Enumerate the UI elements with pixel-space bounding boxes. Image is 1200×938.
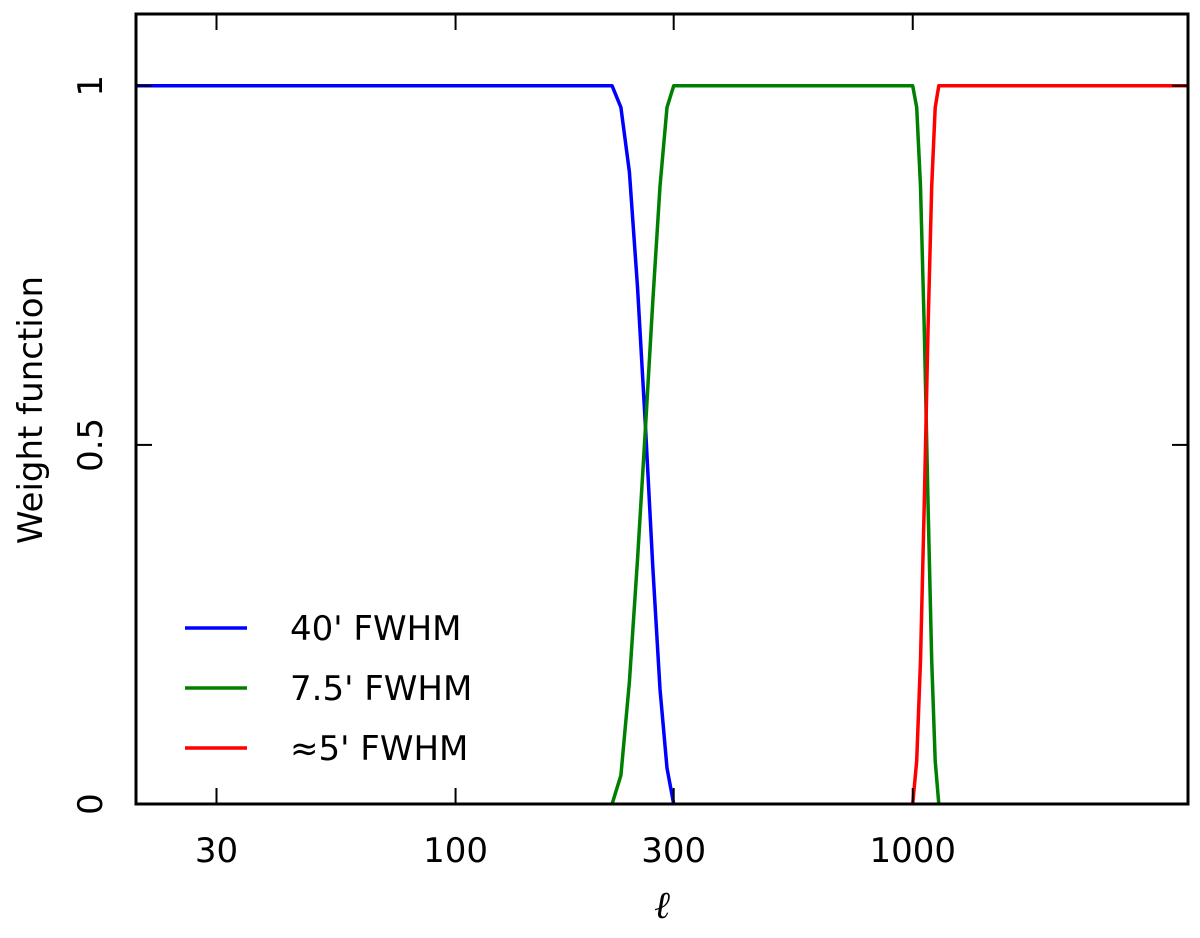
axes-layer: 30 100 300 1000 0 0.5 1 [71,12,1190,871]
legend: 40' FWHM 7.5' FWHM ≈5' FWHM [185,609,472,769]
legend-label-3: ≈5' FWHM [290,729,468,769]
plot-frame [134,12,1190,806]
x-tick-label: 30 [195,831,238,871]
y-tick-label: 1 [71,75,111,97]
series-line-1 [136,84,676,805]
series-layer [136,84,1188,805]
y-axis-label: Weight function [11,276,51,544]
series-line-3 [910,84,1188,805]
x-tick-label: 300 [641,831,706,871]
y-tick-label: 0.5 [71,418,111,472]
x-tick-label: 100 [423,831,488,871]
x-axis-label: ℓ [654,883,670,927]
series-line-2 [610,84,941,805]
legend-label-2: 7.5' FWHM [290,669,472,709]
x-tick-label: 1000 [869,831,956,871]
y-tick-label: 0 [71,793,111,815]
legend-label-1: 40' FWHM [290,609,462,649]
